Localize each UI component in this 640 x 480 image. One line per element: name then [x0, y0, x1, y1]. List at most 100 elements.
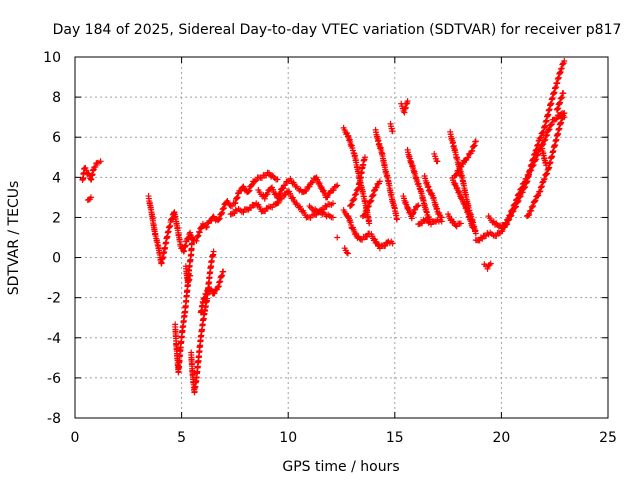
data-point: [189, 234, 196, 241]
data-point: [455, 167, 462, 174]
data-point: [219, 209, 226, 216]
data-point: [351, 195, 358, 202]
data-point: [460, 161, 467, 168]
grid-lines: [75, 57, 608, 418]
data-point: [203, 291, 210, 298]
data-point: [519, 185, 526, 192]
data-point: [376, 178, 383, 185]
data-point: [528, 207, 535, 214]
data-point: [246, 187, 253, 194]
data-point: [544, 170, 551, 177]
data-point: [415, 202, 422, 209]
data-point: [512, 200, 519, 207]
data-point: [557, 95, 564, 102]
data-point: [523, 175, 530, 182]
data-point: [557, 99, 564, 106]
data-point: [558, 65, 565, 72]
data-point: [211, 290, 218, 297]
data-point: [412, 206, 419, 213]
data-point: [514, 196, 521, 203]
data-point: [505, 216, 512, 223]
data-point: [261, 195, 268, 202]
x-tick-label: 15: [386, 430, 404, 446]
data-point: [232, 206, 239, 213]
data-point: [382, 242, 389, 249]
data-point: [187, 272, 194, 279]
data-point: [366, 220, 373, 227]
data-point: [507, 211, 514, 218]
data-point: [220, 205, 227, 212]
data-point: [393, 216, 400, 223]
data-point: [373, 184, 380, 191]
data-point: [92, 163, 99, 170]
data-point: [453, 171, 460, 178]
data-point: [203, 224, 210, 231]
data-point: [332, 183, 339, 190]
data-point: [334, 234, 341, 241]
data-point: [282, 182, 289, 189]
data-point: [535, 192, 542, 199]
data-point: [303, 187, 310, 194]
data-point: [350, 196, 357, 203]
x-axis-ticks: 0 5 10 15 20 25: [71, 57, 617, 446]
data-point: [329, 200, 336, 207]
plot-frame: [74, 56, 609, 419]
data-point: [471, 142, 478, 149]
y-tick-label: 10: [43, 50, 61, 66]
data-point: [548, 120, 555, 127]
data-point: [248, 182, 255, 189]
data-point: [275, 194, 282, 201]
x-tick-label: 20: [492, 430, 510, 446]
x-tick-label: 25: [599, 430, 617, 446]
data-point: [469, 224, 476, 231]
data-point: [543, 162, 550, 169]
data-point: [530, 203, 537, 210]
data-point: [389, 128, 396, 135]
y-axis-label: SDTVAR / TECUs: [6, 181, 22, 296]
y-tick-label: 0: [52, 251, 61, 267]
data-point: [487, 260, 494, 267]
data-point: [364, 207, 371, 214]
data-point: [196, 229, 203, 236]
x-tick-label: 10: [279, 430, 297, 446]
data-point: [203, 223, 210, 230]
data-point: [389, 240, 396, 247]
data-point: [544, 131, 551, 138]
data-point: [352, 230, 359, 237]
data-point: [533, 156, 540, 163]
data-point: [202, 290, 209, 297]
data-point: [526, 171, 533, 178]
x-tick-label: 5: [177, 430, 186, 446]
data-point: [465, 154, 472, 161]
data-point: [461, 200, 468, 207]
data-point: [193, 237, 200, 244]
data-point: [521, 179, 528, 186]
data-point: [87, 194, 94, 201]
data-point: [558, 94, 565, 101]
data-point: [558, 119, 565, 126]
data-point: [195, 232, 202, 239]
data-point: [560, 60, 567, 67]
data-point: [499, 228, 506, 235]
data-point: [509, 206, 516, 213]
data-point: [438, 214, 445, 221]
data-point: [541, 175, 548, 182]
data-point: [218, 210, 225, 217]
y-tick-label: 6: [52, 130, 61, 146]
data-point: [367, 198, 374, 205]
y-tick-label: 4: [52, 170, 61, 186]
data-point: [414, 203, 421, 210]
data-point: [364, 233, 371, 240]
data-point: [530, 161, 537, 168]
data-point: [344, 130, 351, 137]
data-point: [546, 126, 553, 133]
data-point: [216, 215, 223, 222]
data-point: [561, 58, 568, 65]
data-point: [365, 203, 372, 210]
data-points: [79, 58, 568, 396]
data-point: [278, 195, 285, 202]
data-point: [199, 300, 206, 307]
data-point: [334, 182, 341, 189]
data-point: [274, 176, 281, 183]
